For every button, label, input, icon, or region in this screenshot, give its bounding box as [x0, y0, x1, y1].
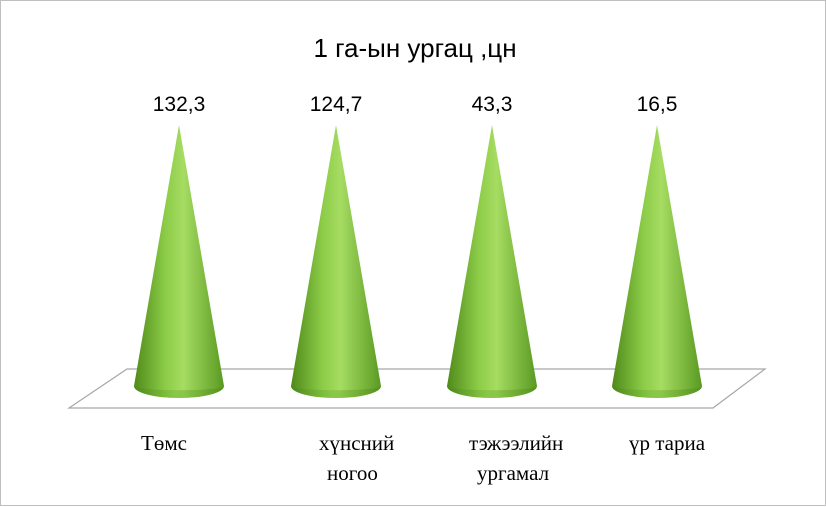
- cone-body: [447, 125, 537, 398]
- chart-floor: [67, 368, 767, 409]
- cone-base: [447, 386, 537, 398]
- cone-bar: [447, 125, 537, 398]
- cone-body: [612, 125, 702, 398]
- cone-body: [134, 125, 224, 398]
- cone-base: [134, 386, 224, 398]
- chart-title: 1 га-ын ургац ,цн: [313, 33, 516, 63]
- cone-bar: [134, 125, 224, 398]
- data-label: 43,3: [472, 93, 513, 116]
- cone-body: [291, 125, 381, 398]
- cone-base: [612, 386, 702, 398]
- category-label: үр тариа: [629, 431, 706, 455]
- category-label: Төмс: [141, 431, 187, 455]
- data-label: 124,7: [310, 93, 363, 116]
- data-label: 16,5: [637, 93, 678, 116]
- cone-base: [291, 386, 381, 398]
- category-label: хүнсний ногоо: [319, 431, 394, 485]
- cone-bar: [612, 125, 702, 398]
- data-label: 132,3: [153, 93, 206, 116]
- cone-bar: [291, 125, 381, 398]
- category-label: тэжээлийн ургамал: [469, 431, 563, 485]
